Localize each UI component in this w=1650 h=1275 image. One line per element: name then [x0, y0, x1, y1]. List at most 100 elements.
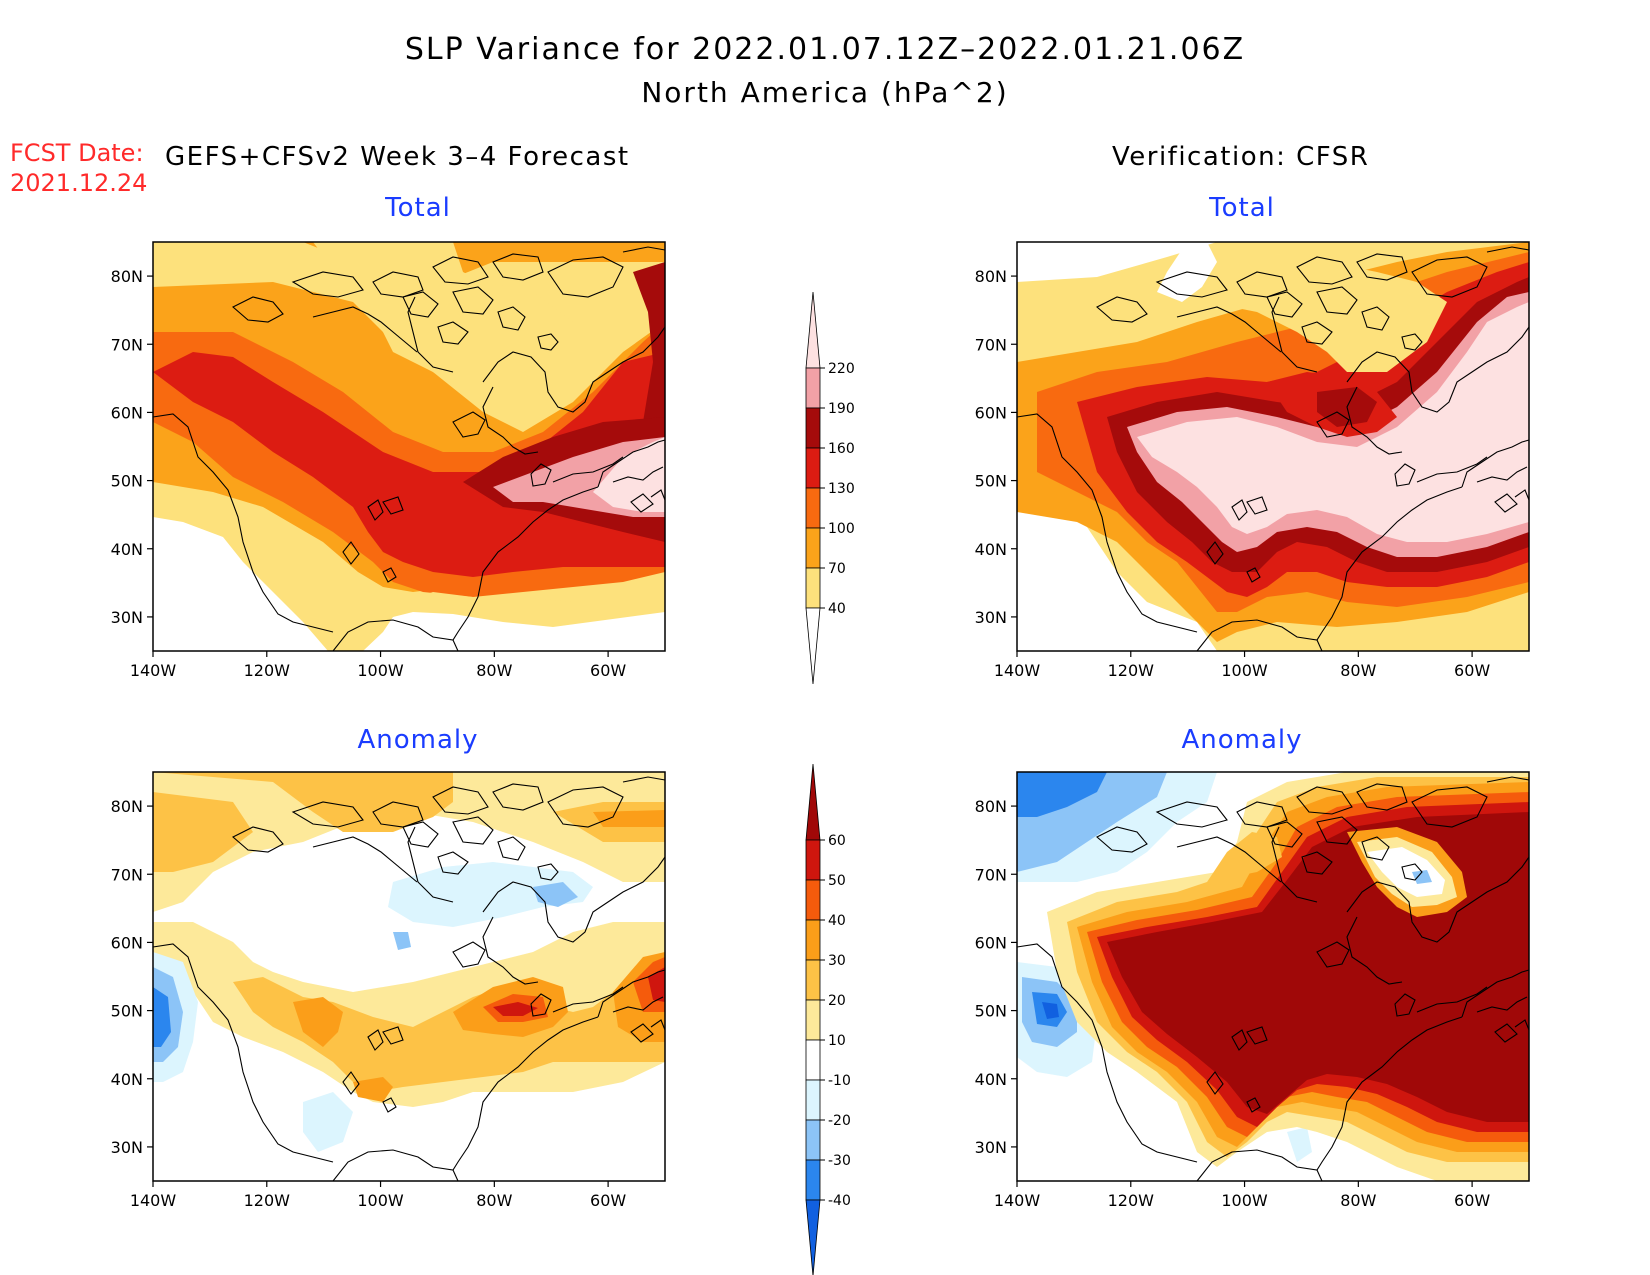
fcst-date-label: FCST Date:	[10, 139, 144, 167]
forecast-anomaly-coastline-17	[547, 786, 624, 828]
forecast-total-coastline-6	[482, 386, 539, 455]
verification-anomaly-coastline-2	[1196, 1016, 1463, 1182]
forecast-anomaly-coastline-23	[537, 863, 559, 881]
forecast-total-coastline-11	[530, 463, 552, 487]
forecast-anomaly-coastline-5	[482, 856, 666, 943]
forecast-anomaly-coastline-24	[342, 1071, 360, 1095]
verification-anomaly-coastline-3	[1316, 1169, 1323, 1182]
verification-total-coastline-4	[1461, 439, 1530, 488]
colorbar-anomaly-swatch-3	[805, 1079, 821, 1121]
colorbar-anomaly-label--40: -40	[828, 1193, 851, 1209]
forecast-total-coastline-16	[492, 253, 544, 281]
forecast-anomaly-axes: 80N 70N 60N 50N 40N 30N 140W 120W 100W 80W 60W	[111, 797, 627, 1210]
forecast-anomaly-coastline-11	[530, 993, 552, 1017]
verification-anomaly-coastline-27	[1494, 1023, 1518, 1043]
forecast-anomaly-map	[153, 772, 665, 1181]
verification-anomaly-coastline-8	[1176, 836, 1282, 883]
forecast-anomaly-frame	[152, 771, 666, 1182]
forecast-anomaly-coastline-9	[552, 986, 624, 1013]
forecast-total-coastline-24	[342, 541, 360, 565]
forecast-anomaly-coastline-27	[630, 1023, 654, 1043]
colorbar-total-label-100: 100	[828, 521, 855, 537]
forecast-total-frame	[152, 241, 666, 652]
verification-anomaly-coastline-6	[1346, 916, 1403, 985]
verification-total-coastline-15	[1296, 256, 1353, 285]
forecast-anomaly-lat-label-70N: 70N	[111, 865, 143, 884]
forecast-total-coastline-17	[547, 256, 624, 298]
forecast-anomaly-lat-label-30N: 30N	[111, 1138, 143, 1157]
forecast-total-lat-label-60N: 60N	[111, 403, 143, 422]
forecast-anomaly-lat-label-80N: 80N	[111, 797, 143, 816]
verification-total-coastline-9	[1416, 456, 1488, 483]
forecast-total-coastline-26	[382, 496, 404, 515]
verification-total-coastline-17	[1411, 256, 1488, 298]
colorbar-anomaly-label--30: -30	[828, 1153, 851, 1169]
verification-column-title: Verification: CFSR	[1112, 142, 1370, 172]
verification-anomaly-coastline-14	[1236, 801, 1288, 828]
verification-anomaly-coastline-22	[1301, 851, 1333, 875]
verification-total-coastline-19	[1266, 291, 1303, 318]
colorbar-total-label-40: 40	[828, 601, 846, 617]
verification-total-coastline-27	[1494, 493, 1518, 513]
verification-total-coastline-20	[1316, 286, 1358, 315]
verification-anomaly-lat-label-40N: 40N	[975, 1070, 1007, 1089]
forecast-anomaly-coastline-1	[152, 943, 334, 1163]
forecast-total-axes: 80N 70N 60N 50N 40N 30N 140W 120W 100W 80W 60W	[111, 267, 627, 680]
verification-anomaly-coastlines	[1016, 776, 1530, 1182]
verification-anomaly-coastline-26	[1246, 1026, 1268, 1045]
forecast-total-lat-label-30N: 30N	[111, 608, 143, 627]
forecast-anomaly-coastline-18	[622, 776, 666, 783]
forecast-total-coastline-9	[552, 456, 624, 483]
verification-anomaly-coastline-9	[1416, 986, 1488, 1013]
verification-total-frame	[1016, 241, 1530, 652]
colorbar-total-swatch-7	[805, 291, 821, 369]
verification-anomaly-lat-label-80N: 80N	[975, 797, 1007, 816]
forecast-anomaly-coastline-16	[492, 783, 544, 811]
forecast-total-coastline-23	[537, 333, 559, 351]
verification-total-coastline-22	[1301, 321, 1333, 345]
verification-total-coastline-30	[1316, 411, 1350, 438]
forecast-anomaly-lon-label-80W: 80W	[476, 1191, 512, 1210]
forecast-column-title: GEFS+CFSv2 Week 3–4 Forecast	[165, 142, 630, 172]
forecast-total-coastline-18	[622, 246, 666, 253]
forecast-total-coastline-25	[367, 499, 384, 521]
verification-anomaly-coastline-13	[1155, 801, 1228, 828]
forecast-anomaly-coastline-4	[597, 969, 666, 1018]
fcst-date-block: FCST Date: 2021.12.24	[10, 138, 147, 198]
forecast-anomaly-coastline-8	[312, 836, 418, 883]
verification-total-coastline-25	[1231, 499, 1248, 521]
forecast-anomaly-coastline-2	[332, 1016, 599, 1182]
colorbar-total-swatch-5	[805, 407, 821, 449]
forecast-anomaly-lon-label-120W: 120W	[244, 1191, 291, 1210]
colorbar-anomaly-swatch-9	[805, 839, 821, 881]
verification-anomaly-coastline-12	[1096, 826, 1148, 853]
forecast-anomaly-lat-label-60N: 60N	[111, 933, 143, 952]
forecast-anomaly-coastline-20	[452, 816, 494, 845]
verification-anomaly-coastline-23	[1401, 863, 1423, 881]
forecast-total-lat-label-40N: 40N	[111, 540, 143, 559]
verification-total-lat-label-50N: 50N	[975, 472, 1007, 491]
verification-anomaly-frame	[1016, 771, 1530, 1182]
forecast-anomaly-lon-label-140W: 140W	[130, 1191, 177, 1210]
verification-total-lat-label-60N: 60N	[975, 403, 1007, 422]
verification-total-lon-label-100W: 100W	[1221, 661, 1268, 680]
verification-anomaly-coastline-24	[1206, 1071, 1224, 1095]
colorbar-anomaly-label--10: -10	[828, 1073, 851, 1089]
forecast-total-coastline-29	[382, 567, 397, 583]
verification-total-coastline-24	[1206, 541, 1224, 565]
colorbar-anomaly-label-60: 60	[828, 833, 846, 849]
colorbar-anomaly-label-40: 40	[828, 913, 846, 929]
forecast-total-coastline-22	[437, 321, 469, 345]
forecast-total-coastline-2	[332, 486, 599, 652]
forecast-total-coastline-8	[312, 306, 418, 353]
colorbar-anomaly-swatch-5	[805, 999, 821, 1041]
verification-total-coastline-2	[1196, 486, 1463, 652]
verification-total-lon-label-80W: 80W	[1340, 661, 1376, 680]
forecast-anomaly-lon-label-60W: 60W	[590, 1191, 626, 1210]
verification-total-coastline-6	[1346, 386, 1403, 455]
map-frames	[152, 241, 1530, 1182]
map-axes: 80N 70N 60N 50N 40N 30N 140W 120W 100W 80W 60W 80N 7…	[111, 267, 1491, 1210]
colorbar-total-label-190: 190	[828, 401, 855, 417]
forecast-anomaly-coastlines	[152, 776, 666, 1182]
